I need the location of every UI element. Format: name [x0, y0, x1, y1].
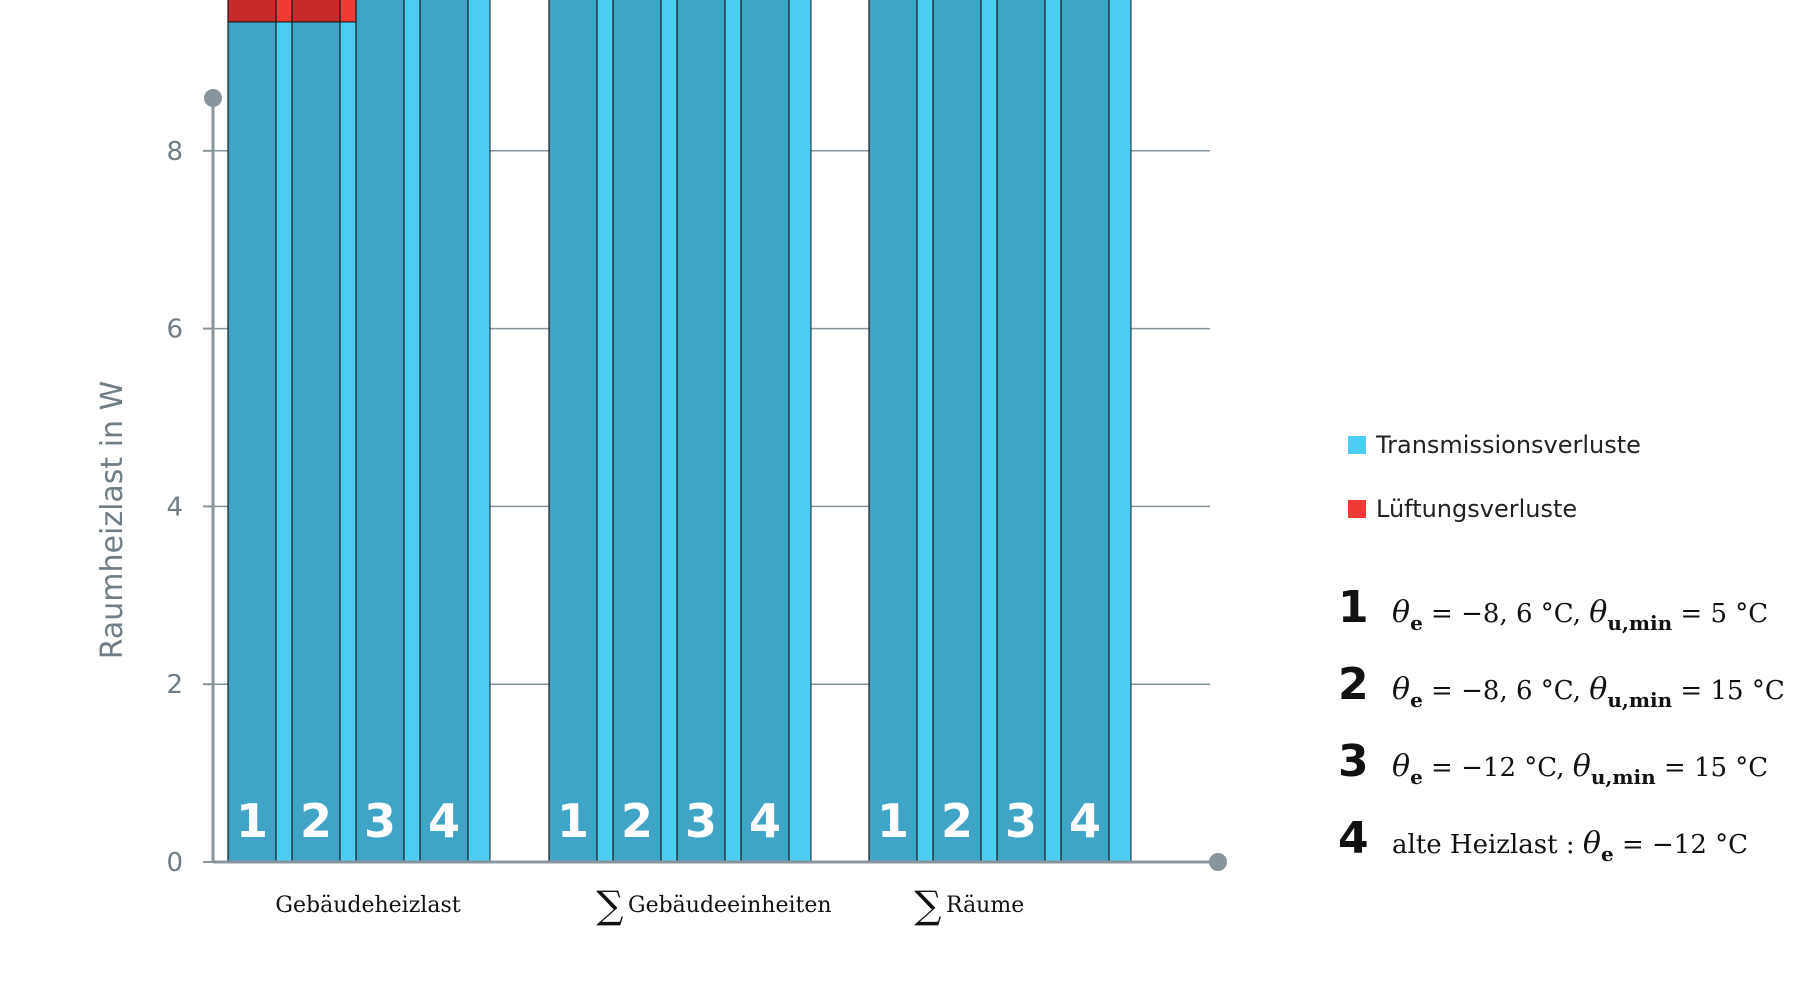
y-tick-labels: 0246810121416 [166, 137, 183, 878]
sum-symbol: ∑ [914, 883, 941, 927]
formula-part: e [1410, 688, 1423, 712]
legend: Transmissionsverluste Lüftungsverluste [1348, 431, 1641, 523]
legend-swatch [1348, 436, 1366, 454]
formula-part: θ [1589, 595, 1607, 630]
formula-part: θ [1392, 749, 1410, 784]
bar-number-label: 2 [300, 794, 332, 848]
legend-label: Lüftungsverluste [1376, 495, 1577, 523]
bar-number-label: 3 [1005, 794, 1037, 848]
formula-part: = −8, 6 °C, [1423, 599, 1589, 629]
bar-number-label: 4 [749, 794, 781, 848]
bar-transmission-highlight [786, 0, 812, 863]
bar-number-label: 1 [877, 794, 909, 848]
formula-part: = 15 °C [1672, 676, 1785, 706]
formula-part: u,min [1607, 688, 1672, 712]
condition-row: 2 θe = −8, 6 °C, θu,min = 15 °C [1338, 659, 1785, 712]
formula-part: θ [1392, 672, 1410, 707]
bar-transmission [1060, 0, 1110, 863]
formula-part: θ [1573, 749, 1591, 784]
sum-symbol: ∑ [596, 883, 623, 927]
bar-transmission [868, 0, 918, 863]
y-tick-label: 8 [166, 137, 183, 167]
formula-part: e [1410, 765, 1423, 789]
group-label-text: Gebäudeeinheiten [628, 893, 832, 918]
bar-transmission [548, 0, 598, 863]
bar-ventilation [291, 0, 341, 23]
formula-part: θ [1589, 672, 1607, 707]
bar-transmission [355, 0, 405, 863]
bar-number-label: 1 [236, 794, 268, 848]
condition-number: 1 [1338, 582, 1369, 633]
formula-part: = −12 °C, [1423, 753, 1573, 783]
bar-number-label: 2 [941, 794, 973, 848]
bar-transmission [612, 0, 662, 863]
bar-number-label: 2 [621, 794, 653, 848]
y-tick-label: 4 [166, 492, 183, 522]
condition-formula: θe = −12 °C, θu,min = 15 °C [1392, 749, 1768, 789]
legend-item: Transmissionsverluste [1348, 431, 1641, 459]
formula-part: alte Heizlast : [1392, 830, 1583, 860]
bar-transmission [676, 0, 726, 863]
condition-number: 4 [1338, 813, 1369, 864]
bar-transmission-highlight [465, 0, 491, 863]
formula-part: = −12 °C [1614, 830, 1748, 860]
formula-part: e [1410, 611, 1423, 635]
bar-transmission [227, 21, 277, 863]
bar-transmission [996, 0, 1046, 863]
group-labels: Gebäudeheizlast ∑ Gebäudeeinheiten ∑ Räume [275, 883, 1024, 927]
formula-part: = −8, 6 °C, [1423, 676, 1589, 706]
condition-formula: θe = −8, 6 °C, θu,min = 15 °C [1392, 672, 1785, 712]
bar-number-label: 4 [1069, 794, 1101, 848]
bar-transmission [932, 0, 982, 863]
group-label-text: Gebäudeheizlast [275, 893, 460, 918]
formula-part: u,min [1591, 765, 1656, 789]
y-axis-endpoint [204, 89, 222, 107]
bar-ventilation [227, 0, 277, 23]
legend-swatch [1348, 500, 1366, 518]
condition-formula: θe = −8, 6 °C, θu,min = 5 °C [1392, 595, 1768, 635]
group-label: Gebäudeheizlast [275, 893, 460, 918]
formula-part: = 15 °C [1656, 753, 1769, 783]
x-axis-endpoint [1209, 853, 1227, 871]
bar-transmission-highlight [1106, 0, 1132, 863]
condition-row: 1 θe = −8, 6 °C, θu,min = 5 °C [1338, 582, 1768, 635]
bar-number-label: 1 [557, 794, 589, 848]
condition-row: 4 alte Heizlast : θe = −12 °C [1338, 813, 1748, 866]
bar-number-label: 4 [428, 794, 460, 848]
y-tick-label: 6 [166, 315, 183, 345]
legend-label: Transmissionsverluste [1375, 431, 1641, 459]
condition-row: 3 θe = −12 °C, θu,min = 15 °C [1338, 736, 1768, 789]
group-label: ∑ Gebäudeeinheiten [596, 883, 831, 927]
formula-part: e [1601, 842, 1614, 866]
group-label-text: Räume [946, 893, 1024, 918]
conditions-legend: 1 θe = −8, 6 °C, θu,min = 5 °C2 θe = −8, 6… [1338, 582, 1785, 866]
axes [204, 89, 1227, 871]
bar-transmission [740, 0, 790, 863]
condition-number: 2 [1338, 659, 1369, 710]
formula-part: θ [1392, 595, 1410, 630]
bar-transmission [419, 0, 469, 863]
legend-item: Lüftungsverluste [1348, 495, 1577, 523]
y-tick-label: 0 [166, 848, 183, 878]
formula-part: = 5 °C [1672, 599, 1768, 629]
condition-number: 3 [1338, 736, 1369, 787]
bar-number-label: 3 [685, 794, 717, 848]
group-label: ∑ Räume [914, 883, 1024, 927]
formula-part: θ [1583, 826, 1601, 861]
y-tick-label: 2 [166, 670, 183, 700]
y-axis-label: Raumheizlast in W [95, 381, 130, 660]
bar-number-label: 3 [364, 794, 396, 848]
formula-part: u,min [1607, 611, 1672, 635]
bar-transmission [291, 21, 341, 863]
condition-formula: alte Heizlast : θe = −12 °C [1392, 826, 1748, 866]
